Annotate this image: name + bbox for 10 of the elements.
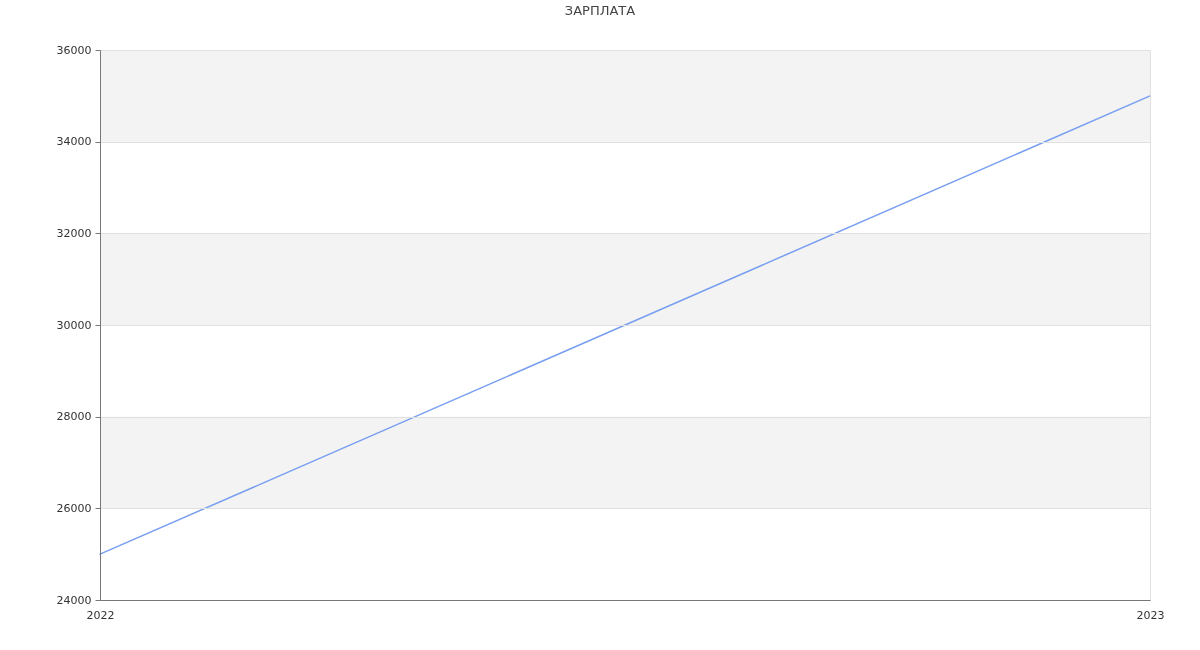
chart-title: ЗАРПЛАТА [564,3,636,18]
y-tick-label: 32000 [56,226,92,240]
y-tick-label: 28000 [56,410,92,424]
y-tick-label: 30000 [56,318,92,332]
x-tick-label: 2022 [86,608,115,622]
x-tick-label: 2023 [1136,608,1165,622]
y-tick-label: 34000 [56,135,92,149]
y-tick-label: 24000 [56,593,92,607]
y-tick-label: 26000 [56,501,92,515]
y-tick-label: 36000 [56,43,92,57]
